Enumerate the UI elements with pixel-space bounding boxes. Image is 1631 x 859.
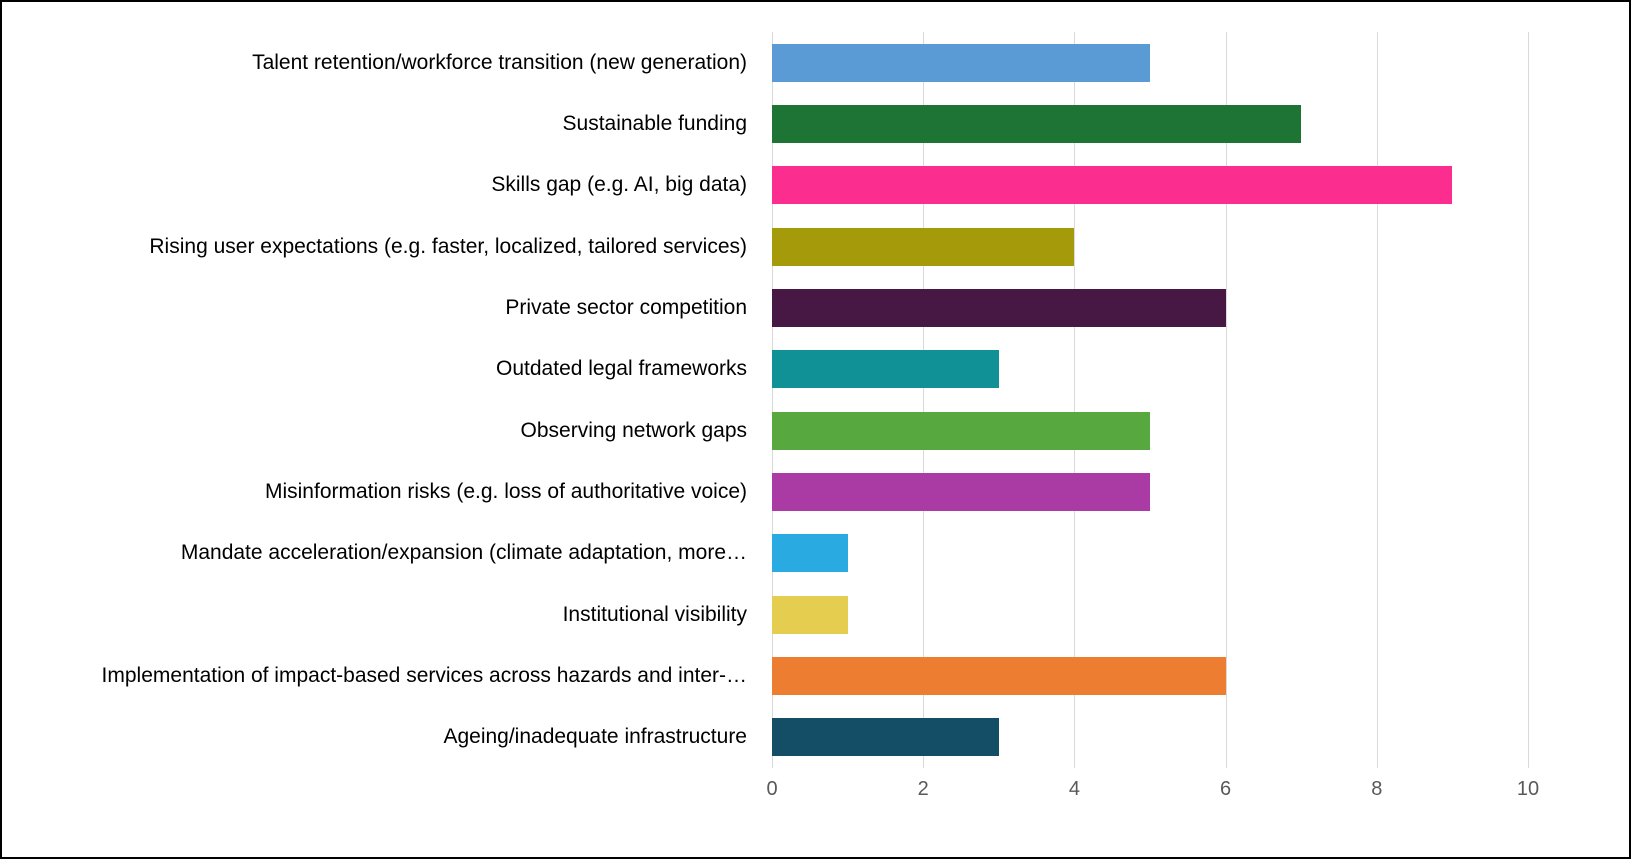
x-tick-label: 10: [1516, 778, 1540, 800]
gridline: [1225, 32, 1227, 768]
bar-track: [772, 400, 1528, 461]
chart-row: Private sector competition: [2, 277, 1528, 338]
bar: [772, 534, 848, 573]
category-label: Rising user expectations (e.g. faster, l…: [149, 234, 747, 258]
chart-row: Mandate acceleration/expansion (climate …: [2, 523, 1528, 584]
x-axis: 0 2 4 6 8 10: [766, 778, 1539, 810]
category-label: Ageing/inadequate infrastructure: [443, 725, 747, 749]
bar-track: [772, 32, 1528, 93]
category-label: Outdated legal frameworks: [496, 357, 747, 381]
x-tick-label: 2: [917, 778, 929, 800]
category-label: Misinformation risks (e.g. loss of autho…: [264, 479, 747, 503]
chart-row: Sustainable funding: [2, 93, 1528, 154]
chart-row: Talent retention/workforce transition (n…: [2, 32, 1528, 93]
bar-track: [772, 93, 1528, 154]
chart-rows: Talent retention/workforce transition (n…: [2, 32, 1528, 768]
bar: [772, 656, 1226, 695]
gridline: [772, 32, 773, 768]
chart-row: Outdated legal frameworks: [2, 339, 1528, 400]
bar-track: [772, 339, 1528, 400]
bar-track: [772, 155, 1528, 216]
category-label: Mandate acceleration/expansion (climate …: [180, 541, 747, 565]
bar-track: [772, 216, 1528, 277]
x-tick-label: 8: [1371, 778, 1383, 800]
bar: [772, 718, 999, 757]
bar-track: [772, 584, 1528, 645]
gridline: [1528, 32, 1529, 768]
chart-row: Skills gap (e.g. AI, big data): [2, 155, 1528, 216]
chart-row: Misinformation risks (e.g. loss of autho…: [2, 461, 1528, 522]
bar-track: [772, 707, 1528, 768]
category-label: Sustainable funding: [562, 111, 747, 135]
category-label: Skills gap (e.g. AI, big data): [491, 173, 747, 197]
bar: [772, 350, 999, 389]
bar-track: [772, 645, 1528, 706]
gridlines: [772, 32, 1529, 768]
bar: [772, 43, 1150, 82]
bar: [772, 104, 1302, 143]
category-label: Talent retention/workforce transition (n…: [252, 50, 747, 74]
x-tick-label: 6: [1220, 778, 1232, 800]
bar: [772, 227, 1075, 266]
gridline: [923, 32, 925, 768]
x-tick-label: 4: [1068, 778, 1080, 800]
bar: [772, 472, 1150, 511]
bar-track: [772, 277, 1528, 338]
bar: [772, 595, 848, 634]
bar: [772, 166, 1453, 205]
chart-row: Rising user expectations (e.g. faster, l…: [2, 216, 1528, 277]
chart-row: Implementation of impact-based services …: [2, 645, 1528, 706]
category-label: Private sector competition: [505, 295, 747, 319]
bar: [772, 411, 1150, 450]
category-label: Observing network gaps: [520, 418, 747, 442]
category-label: Implementation of impact-based services …: [101, 663, 747, 687]
chart-row: Observing network gaps: [2, 400, 1528, 461]
chart-row: Institutional visibility: [2, 584, 1528, 645]
x-tick-label: 0: [766, 778, 778, 800]
bar-track: [772, 523, 1528, 584]
gridline: [1074, 32, 1076, 768]
bar-track: [772, 461, 1528, 522]
bar: [772, 288, 1226, 327]
gridline: [1376, 32, 1378, 768]
chart-row: Ageing/inadequate infrastructure: [2, 707, 1528, 768]
category-label: Institutional visibility: [562, 602, 747, 626]
